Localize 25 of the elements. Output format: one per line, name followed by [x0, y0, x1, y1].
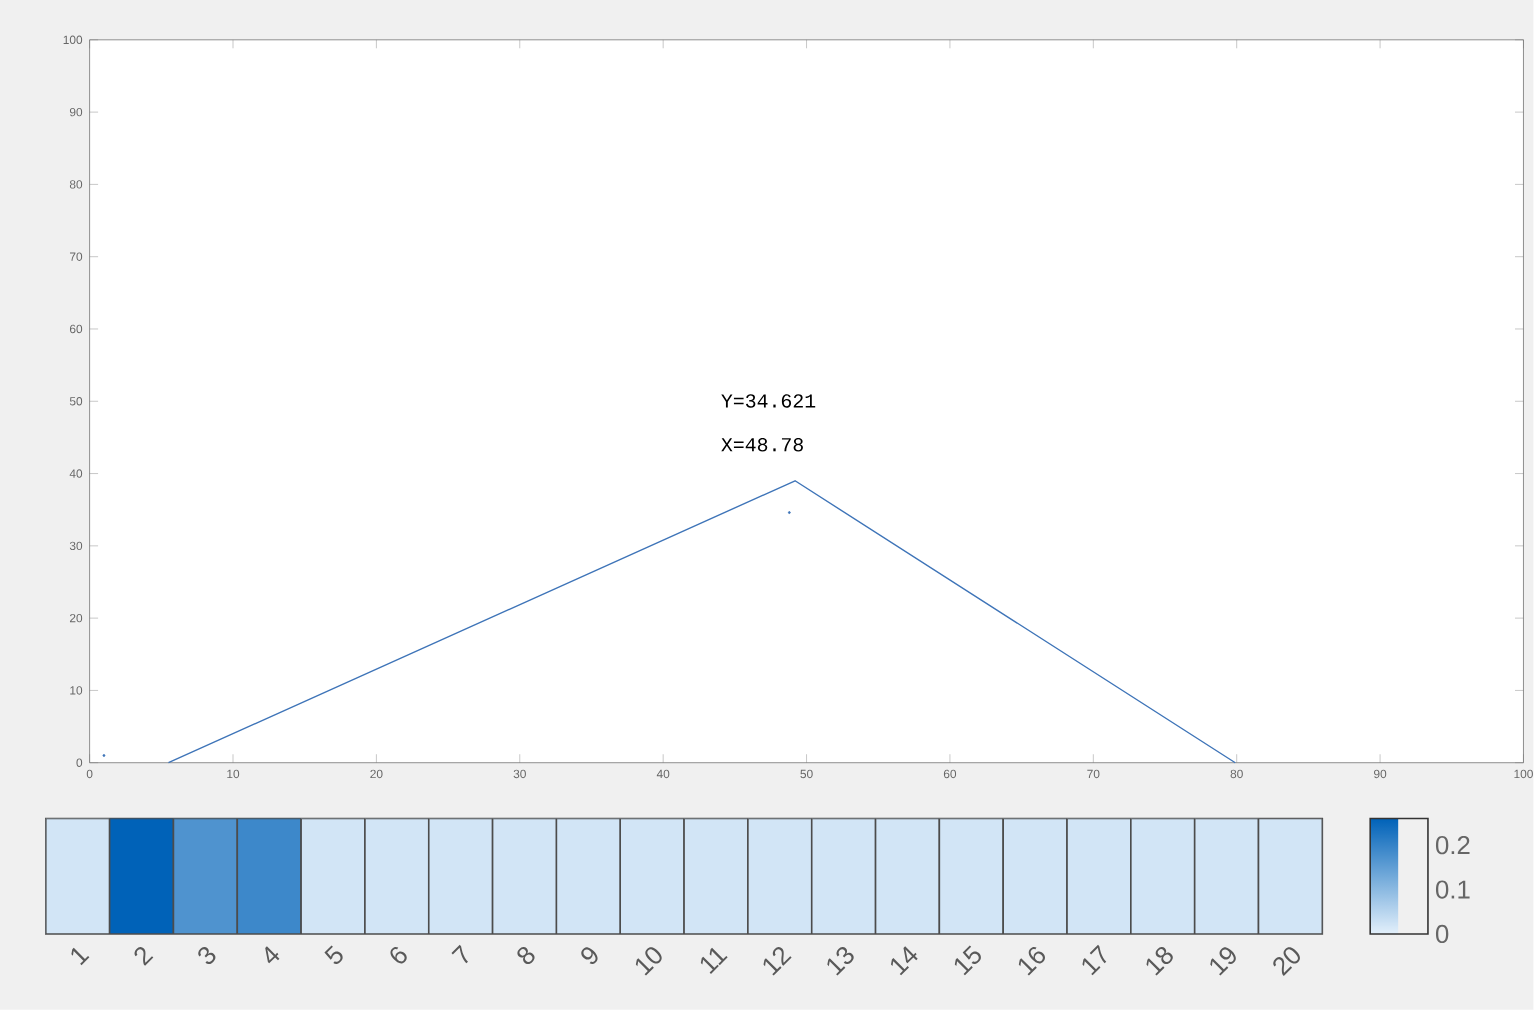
color-bar-label: 0.1: [1435, 880, 1470, 899]
color-bar-label: 0.2: [1435, 836, 1470, 855]
x-tick-label: 20: [1273, 947, 1300, 977]
x-tick-label: 13: [827, 947, 854, 976]
x-tick-label: 15: [954, 945, 981, 976]
x-tick-label: 6: [390, 947, 407, 964]
x-tick-label: 14: [890, 946, 918, 976]
x-tick-label: 1: [71, 948, 90, 966]
x-tick-label: 3: [198, 947, 216, 965]
x-tick-label: 4: [265, 946, 280, 964]
x-tick-label: 5: [324, 945, 343, 965]
x-tick-label: 10: [635, 947, 662, 976]
color-bar-label: 0: [1435, 925, 1449, 944]
x-tick-label: 2: [134, 947, 154, 966]
x-tick-label: 16: [1018, 947, 1046, 976]
x-tick-label: 7: [451, 944, 468, 964]
x-tick-label: 19: [1210, 947, 1236, 976]
x-tick-label: 9: [581, 947, 598, 965]
x-tick-label: 18: [1146, 947, 1173, 976]
x-tick-label: 8: [517, 947, 535, 965]
annotation: Y=34.621: [721, 394, 816, 408]
x-tick-label: 11: [700, 948, 728, 975]
annotation: X=48.78: [721, 438, 803, 452]
x-tick-label: 17: [1082, 944, 1107, 976]
x-tick-label: 12: [763, 947, 792, 976]
